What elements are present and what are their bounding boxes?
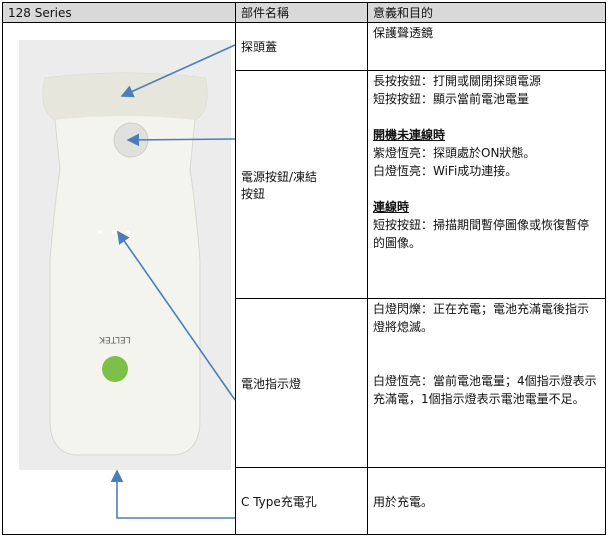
text-block: 白燈恆亮：當前電池電量；4個指示燈表示充滿電，1個指示燈表示電池電量不足。 (373, 372, 600, 408)
subheading: 開機未連線時 (373, 128, 446, 142)
text-block: 開機未連線時紫燈恆亮：探頭處於ON狀態。 白燈恆亮：WiFi成功連接。 (373, 126, 600, 180)
purpose-cell: 長按按鈕：打開或關閉探頭電源 短按按鈕：顯示當前電池電量 開機未連線時 紫燈恆亮：探頭… (367, 70, 606, 299)
logo-mark (102, 356, 128, 382)
led (112, 230, 116, 234)
purpose-cell: 白燈閃爍：正在充電；電池充滿電後指示燈將熄滅。 白燈恆亮：當前電池電量；4個指示燈… (367, 298, 606, 468)
header-cell: 意義和目的 (367, 2, 606, 23)
part-cell: 電源按鈕/凍結按鈕 (235, 70, 368, 299)
text-block: 白燈閃爍：正在充電；電池充滿電後指示燈將熄滅。 (373, 300, 600, 336)
led (98, 230, 102, 234)
purpose-cell: 用於充電。 (367, 467, 606, 535)
subheading: 連線時 (373, 200, 410, 214)
text-block: 用於充電。 (373, 493, 600, 511)
text-block: 長按按鈕：打開或關閉探頭電源 短按按鈕：顯示當前電池電量 (373, 72, 600, 108)
text-line: 白燈閃爍：正在充電；電池充滿電後指示燈將熄滅。 (373, 302, 590, 334)
header-row: 128 Series 部件名稱 意義和目的 (2, 2, 606, 23)
text-line: 用於充電。 (373, 494, 434, 509)
text-line: 紫燈恆亮：探頭處於ON狀態。 (373, 146, 536, 160)
device-logo: LELTEK (98, 334, 131, 344)
text-block: 保護聲透鏡 (373, 24, 600, 42)
arrows (110, 44, 236, 519)
text-line: 短按按鈕：掃描期間暫停圖像或恢復暫停的圖像。 (373, 218, 590, 250)
part-cell: C Type充電孔 (235, 467, 368, 535)
header-cell: 部件名稱 (235, 2, 368, 23)
text-block: 連線時短按按鈕：掃描期間暫停圖像或恢復暫停的圖像。 (373, 198, 600, 252)
text-line: 白燈恆亮：WiFi成功連接。 (373, 164, 518, 178)
led (126, 230, 130, 234)
text-line: 短按按鈕：顯示當前電池電量 (373, 92, 530, 106)
probe-cap (42, 73, 208, 120)
text-line: 長按按鈕：打開或關閉探頭電源 (373, 74, 542, 88)
text-line: 保護聲透鏡 (373, 26, 434, 40)
part-cell: 探頭蓋 (235, 22, 368, 71)
text-line: 白燈恆亮：當前電池電量；4個指示燈表示充滿電，1個指示燈表示電池電量不足。 (373, 374, 597, 406)
header-cell: 128 Series (2, 2, 236, 23)
